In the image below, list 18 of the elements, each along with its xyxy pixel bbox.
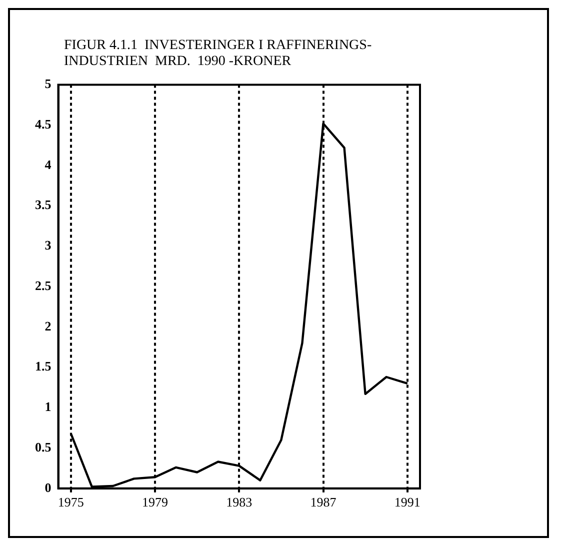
y-tick-label: 1.5 <box>35 358 52 374</box>
page-frame: FIGUR 4.1.1 INVESTERINGER I RAFFINERINGS- INDUSTRIEN MRD. 1990 -KRONER 1975 1979 1983 1987 1991 0 0.5 1 1.5 2 2.5 3 3.5 4 4.5 5 <box>8 8 549 538</box>
y-tick-label: 2.5 <box>35 278 52 293</box>
y-tick-label: 4 <box>44 156 52 172</box>
x-tick-label: 1979 <box>142 494 168 510</box>
x-tick-label: 1991 <box>394 494 420 510</box>
y-tick-label: 2 <box>44 318 52 334</box>
y-tick-label: 4.5 <box>35 116 52 132</box>
y-tick-label: 3 <box>44 238 52 253</box>
y-tick-label: 3.5 <box>35 197 52 212</box>
x-tick-label: 1983 <box>226 494 252 510</box>
x-tick-label: 1975 <box>58 494 84 510</box>
y-tick-label: 1 <box>44 399 52 414</box>
y-tick-label: 0.5 <box>35 439 52 454</box>
x-tick-label: 1987 <box>310 494 337 510</box>
chart-title: FIGUR 4.1.1 INVESTERINGER I RAFFINERINGS- INDUSTRIEN MRD. 1990 -KRONER <box>64 38 372 70</box>
y-tick-label: 0 <box>44 480 52 495</box>
y-tick-label: 5 <box>44 76 52 92</box>
